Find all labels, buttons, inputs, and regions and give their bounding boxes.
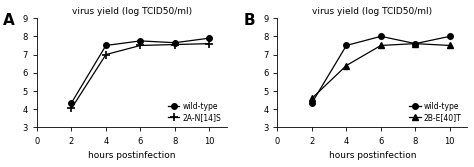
2B-E[40]T <box>309 97 315 99</box>
2A-N[14]S <box>137 44 143 46</box>
Line: wild-type: wild-type <box>69 35 212 106</box>
Line: wild-type: wild-type <box>309 34 453 106</box>
2B-E[40]T <box>412 43 418 45</box>
Title: virus yield (log TCID50/ml): virus yield (log TCID50/ml) <box>72 7 192 16</box>
Legend: wild-type, 2B-E[40]T: wild-type, 2B-E[40]T <box>408 100 463 124</box>
Text: A: A <box>3 13 15 28</box>
2B-E[40]T <box>344 64 349 66</box>
2A-N[14]S <box>207 43 212 45</box>
Legend: wild-type, 2A-N[14]S: wild-type, 2A-N[14]S <box>166 100 223 124</box>
wild-type <box>344 44 349 46</box>
wild-type <box>412 43 418 45</box>
2A-N[14]S <box>172 44 178 46</box>
2A-N[14]S <box>103 54 109 56</box>
wild-type <box>172 42 178 44</box>
wild-type <box>103 44 109 46</box>
Title: virus yield (log TCID50/ml): virus yield (log TCID50/ml) <box>312 7 432 16</box>
wild-type <box>309 102 315 104</box>
X-axis label: hours postinfection: hours postinfection <box>328 151 416 160</box>
Line: 2B-E[40]T: 2B-E[40]T <box>309 40 453 102</box>
2A-N[14]S <box>69 107 74 109</box>
wild-type <box>378 35 384 37</box>
X-axis label: hours postinfection: hours postinfection <box>88 151 175 160</box>
wild-type <box>447 35 453 37</box>
2B-E[40]T <box>378 44 384 46</box>
2B-E[40]T <box>447 44 453 46</box>
Text: B: B <box>243 13 255 28</box>
wild-type <box>69 102 74 104</box>
wild-type <box>137 40 143 42</box>
wild-type <box>207 37 212 39</box>
Line: 2A-N[14]S: 2A-N[14]S <box>67 39 213 113</box>
